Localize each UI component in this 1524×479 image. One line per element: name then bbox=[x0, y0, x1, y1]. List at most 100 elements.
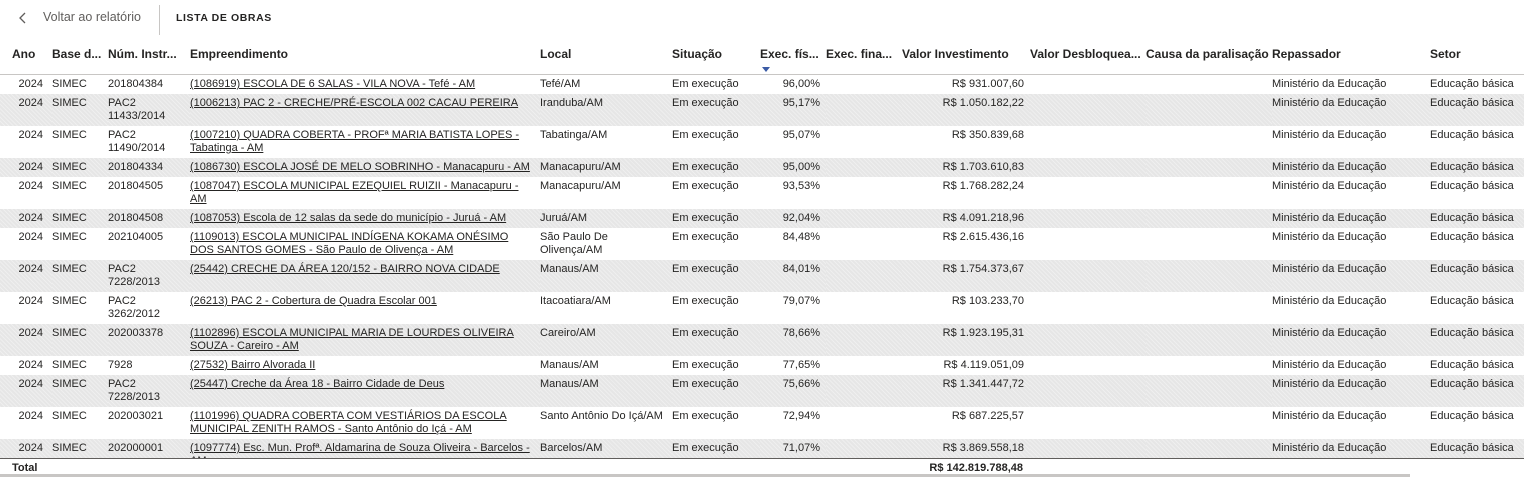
cell-exec-fin bbox=[826, 260, 902, 292]
cell-valor-desbloqueado bbox=[1030, 439, 1146, 458]
table-row[interactable]: 2024 SIMEC PAC2 11490/2014 (1007210) QUADRA… bbox=[0, 126, 1524, 158]
cell-valor-investimento: R$ 350.839,68 bbox=[951, 129, 1024, 141]
cell-exec-fis: 95,07% bbox=[782, 129, 820, 141]
cell-valor-investimento: R$ 1.923.195,31 bbox=[902, 324, 1030, 356]
cell-repassador: Ministério da Educação bbox=[1272, 324, 1430, 356]
cell-ano: 2024 bbox=[0, 260, 52, 292]
cell-empreendimento[interactable]: (1007210) QUADRA COBERTA - PROFª MARIA B… bbox=[190, 129, 520, 154]
column-header-valor-investimento[interactable]: Valor Investimento bbox=[902, 44, 1030, 75]
table-row[interactable]: 2024 SIMEC 202104005 (1109013) ESCOLA MUNIC… bbox=[0, 228, 1524, 260]
cell-valor-investimento: R$ 1.050.182,22 bbox=[902, 94, 1030, 126]
cell-base: SIMEC bbox=[52, 359, 87, 371]
cell-exec-fin bbox=[826, 94, 902, 126]
cell-base: SIMEC bbox=[52, 295, 87, 307]
cell-repassador: Ministério da Educação bbox=[1272, 158, 1430, 177]
cell-empreendimento[interactable]: (1086919) ESCOLA DE 6 SALAS - VILA NOVA … bbox=[190, 78, 476, 90]
cell-empreendimento[interactable]: (25442) CRECHE DA ÁREA 120/152 - BAIRRO … bbox=[190, 260, 540, 292]
table-row[interactable]: 2024 SIMEC 202003021 (1101996) QUADRA COBER… bbox=[0, 407, 1524, 439]
cell-causa-paralisacao bbox=[1146, 375, 1272, 407]
cell-num-instr: PAC2 7228/2013 bbox=[108, 375, 190, 407]
cell-situacao: Em execução bbox=[672, 359, 739, 371]
cell-empreendimento[interactable]: (25447) Creche da Área 18 - Bairro Cidad… bbox=[190, 375, 540, 407]
cell-ano: 2024 bbox=[18, 129, 43, 141]
horizontal-scrollbar[interactable] bbox=[0, 474, 1410, 477]
chevron-left-icon[interactable] bbox=[16, 11, 30, 25]
table-row[interactable]: 2024 SIMEC 201804505 (1087047) ESCOLA MUNIC… bbox=[0, 177, 1524, 209]
table-row[interactable]: 2024 SIMEC 202000001 (1097774) Esc. Mun. Pr… bbox=[0, 439, 1524, 458]
cell-valor-investimento: R$ 1.754.373,67 bbox=[902, 260, 1030, 292]
column-header-causa-paralisacao[interactable]: Causa da paralisação bbox=[1146, 44, 1272, 75]
cell-setor: Educação básica bbox=[1430, 129, 1514, 141]
cell-valor-investimento: R$ 931.007,60 bbox=[951, 78, 1024, 90]
table-row[interactable]: 2024 SIMEC 201804384 (1086919) ESCOLA DE 6 … bbox=[0, 75, 1524, 95]
cell-empreendimento[interactable]: (1086730) ESCOLA JOSÉ DE MELO SOBRINHO -… bbox=[190, 158, 540, 177]
column-header-base[interactable]: Base d... bbox=[52, 44, 108, 75]
cell-empreendimento[interactable]: (1087047) ESCOLA MUNICIPAL EZEQUIEL RUIZ… bbox=[190, 180, 519, 205]
cell-empreendimento[interactable]: (1102896) ESCOLA MUNICIPAL MARIA DE LOUR… bbox=[190, 324, 540, 356]
cell-valor-investimento: R$ 4.119.051,09 bbox=[943, 359, 1024, 371]
cell-local: Juruá/AM bbox=[540, 209, 672, 228]
table-row[interactable]: 2024 SIMEC 201804334 (1086730) ESCOLA JOSÉ … bbox=[0, 158, 1524, 177]
total-value: R$ 142.819.788,48 bbox=[929, 462, 1023, 474]
cell-empreendimento[interactable]: (1101996) QUADRA COBERTA COM VESTIÁRIOS … bbox=[190, 410, 507, 435]
cell-exec-fin bbox=[826, 158, 902, 177]
cell-local: Tabatinga/AM bbox=[540, 129, 608, 141]
cell-empreendimento[interactable]: (26213) PAC 2 - Cobertura de Quadra Esco… bbox=[190, 295, 437, 307]
sort-descending-icon[interactable] bbox=[762, 61, 770, 74]
cell-valor-desbloqueado bbox=[1030, 228, 1146, 260]
cell-ano: 2024 bbox=[0, 324, 52, 356]
back-to-report-button[interactable]: Voltar ao relatório bbox=[43, 10, 141, 24]
cell-situacao: Em execução bbox=[672, 324, 760, 356]
cell-causa-paralisacao bbox=[1146, 75, 1272, 95]
column-header-situacao[interactable]: Situação bbox=[672, 44, 760, 75]
cell-repassador: Ministério da Educação bbox=[1272, 94, 1430, 126]
cell-exec-fin bbox=[826, 439, 902, 458]
column-header-exec-fis[interactable]: Exec. fís... bbox=[760, 44, 826, 75]
cell-num-instr: PAC2 11433/2014 bbox=[108, 94, 190, 126]
table-row[interactable]: 2024 SIMEC 7928 (27532) Bairro Alvorada II M… bbox=[0, 356, 1524, 375]
cell-empreendimento[interactable]: (1097774) Esc. Mun. Profª. Aldamarina de… bbox=[190, 439, 540, 458]
column-header-repassador[interactable]: Repassador bbox=[1272, 44, 1430, 75]
column-header-ano[interactable]: Ano bbox=[0, 44, 52, 75]
cell-causa-paralisacao bbox=[1146, 228, 1272, 260]
works-table[interactable]: Ano Base d... Núm. Instr... Empreendimen… bbox=[0, 44, 1524, 458]
table-row[interactable]: 2024 SIMEC PAC2 3262/2012 (26213) PAC 2 - C… bbox=[0, 292, 1524, 324]
column-header-setor[interactable]: Setor bbox=[1430, 44, 1524, 75]
cell-empreendimento[interactable]: (1087053) Escola de 12 salas da sede do … bbox=[190, 209, 540, 228]
cell-ano: 2024 bbox=[0, 439, 52, 458]
cell-exec-fin bbox=[826, 375, 902, 407]
cell-situacao: Em execução bbox=[672, 158, 760, 177]
cell-ano: 2024 bbox=[18, 410, 43, 422]
column-header-num-instr[interactable]: Núm. Instr... bbox=[108, 44, 190, 75]
cell-empreendimento[interactable]: (1006213) PAC 2 - CRECHE/PRÉ-ESCOLA 002 … bbox=[190, 94, 540, 126]
cell-causa-paralisacao bbox=[1146, 324, 1272, 356]
column-header-valor-desbloqueado[interactable]: Valor Desbloquea... bbox=[1030, 44, 1146, 75]
cell-num-instr: 201804384 bbox=[108, 78, 164, 90]
column-header-local[interactable]: Local bbox=[540, 44, 672, 75]
column-header-exec-fin[interactable]: Exec. fina... bbox=[826, 44, 902, 75]
table-row[interactable]: 2024 SIMEC PAC2 11433/2014 (1006213) PAC 2 … bbox=[0, 94, 1524, 126]
cell-empreendimento[interactable]: (27532) Bairro Alvorada II bbox=[190, 359, 316, 371]
cell-empreendimento[interactable]: (1109013) ESCOLA MUNICIPAL INDÍGENA KOKA… bbox=[190, 231, 509, 256]
cell-situacao: Em execução bbox=[672, 410, 739, 422]
cell-num-instr: PAC2 3262/2012 bbox=[108, 295, 160, 320]
cell-valor-investimento: R$ 687.225,57 bbox=[951, 410, 1024, 422]
table-row[interactable]: 2024 SIMEC 201804508 (1087053) Escola de 12… bbox=[0, 209, 1524, 228]
cell-causa-paralisacao bbox=[1146, 439, 1272, 458]
cell-exec-fin bbox=[826, 228, 902, 260]
cell-local: Manaus/AM bbox=[540, 375, 672, 407]
table-row[interactable]: 2024 SIMEC 202003378 (1102896) ESCOLA MUNIC… bbox=[0, 324, 1524, 356]
cell-situacao: Em execução bbox=[672, 231, 739, 243]
cell-valor-desbloqueado bbox=[1030, 356, 1146, 375]
table-row[interactable]: 2024 SIMEC PAC2 7228/2013 (25442) CRECHE DA… bbox=[0, 260, 1524, 292]
table-row[interactable]: 2024 SIMEC PAC2 7228/2013 (25447) Creche da… bbox=[0, 375, 1524, 407]
cell-exec-fis: 84,48% bbox=[782, 231, 820, 243]
cell-causa-paralisacao bbox=[1146, 260, 1272, 292]
cell-ano: 2024 bbox=[0, 94, 52, 126]
cell-valor-desbloqueado bbox=[1030, 407, 1146, 439]
cell-causa-paralisacao bbox=[1146, 209, 1272, 228]
column-header-empreendimento[interactable]: Empreendimento bbox=[190, 44, 540, 75]
cell-setor: Educação básica bbox=[1430, 359, 1514, 371]
cell-num-instr: 202104005 bbox=[108, 231, 164, 243]
cell-base: SIMEC bbox=[52, 209, 108, 228]
